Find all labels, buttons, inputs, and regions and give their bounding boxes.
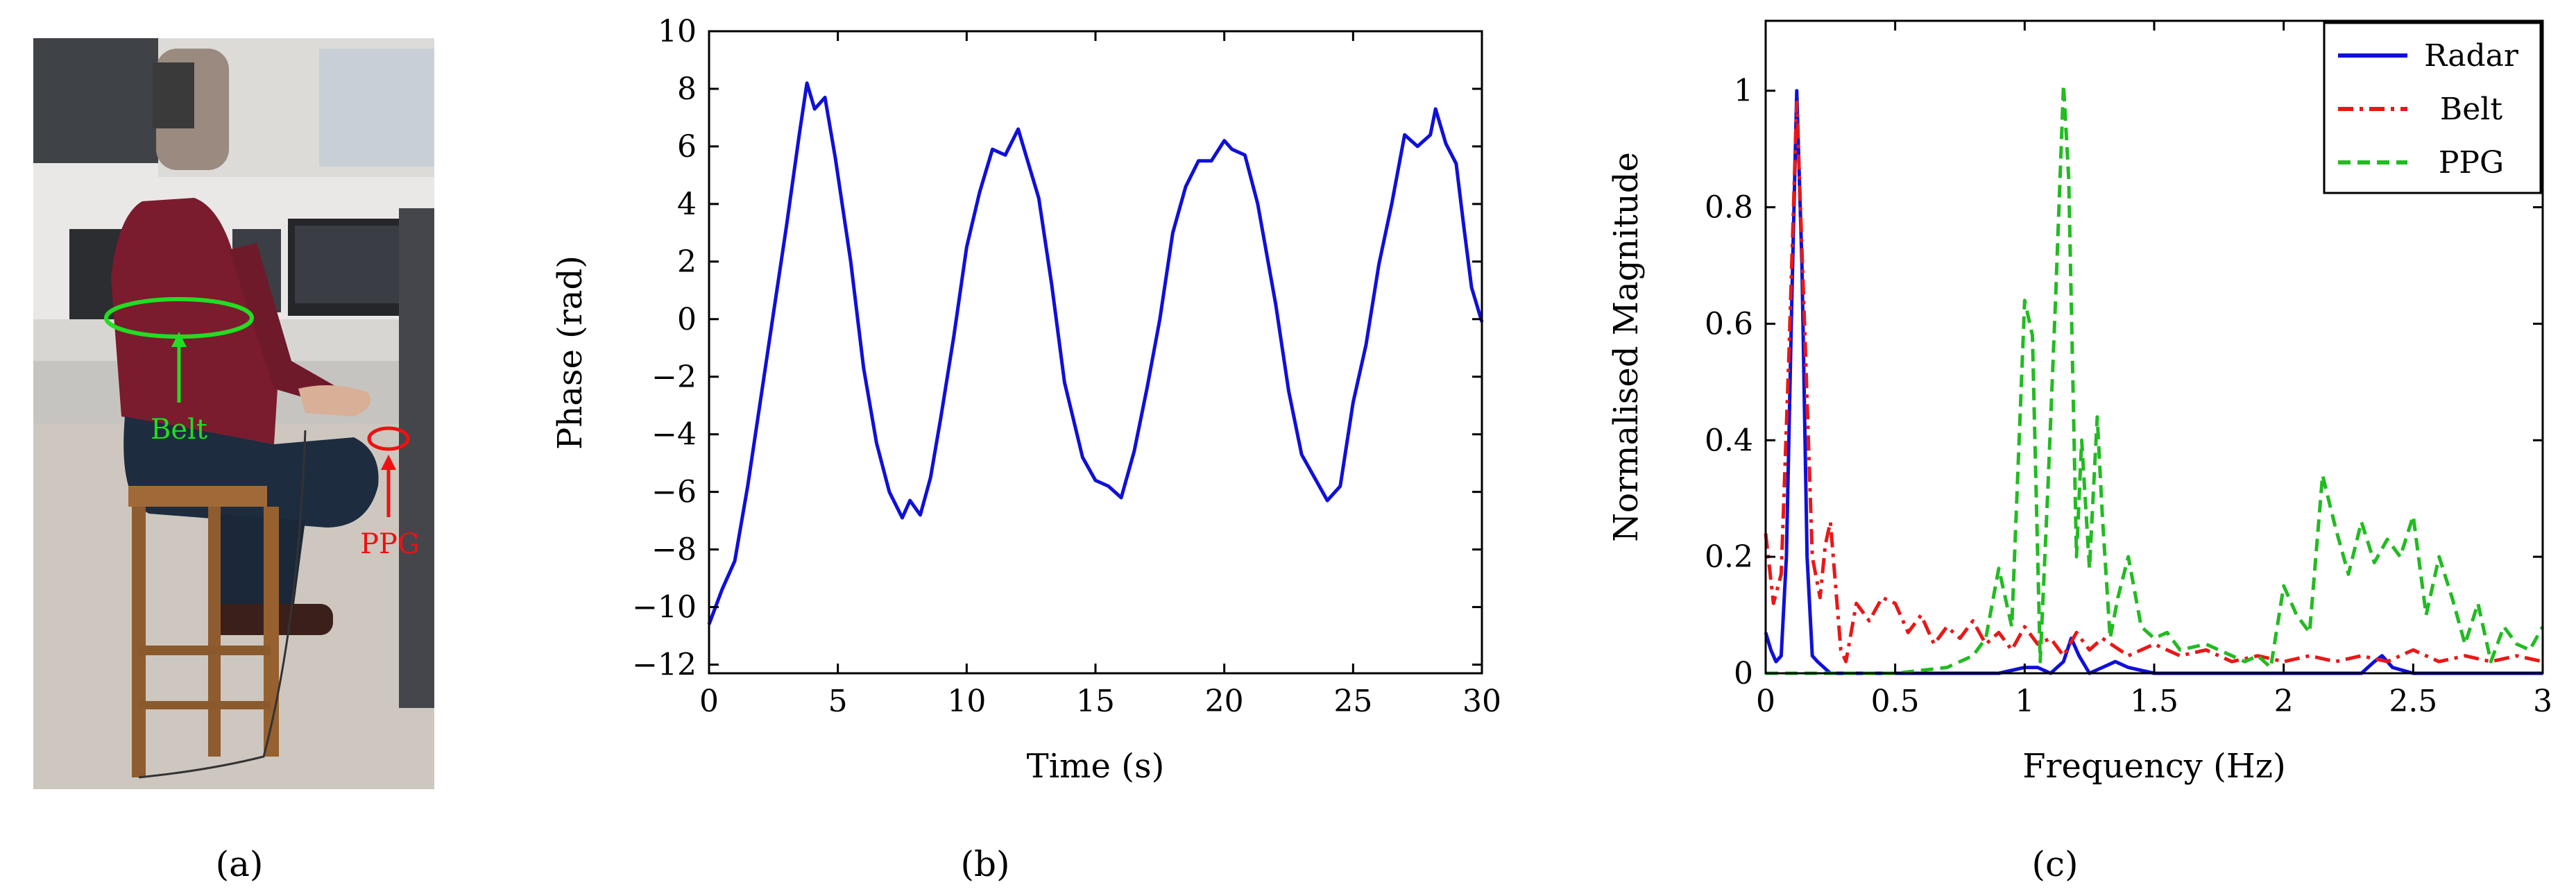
spectrum-ticks-group: 0 0.5 1 1.5 2 2.5 3 0 0.2 0.4 0.6 0.8 1 (1705, 21, 2552, 719)
legend-label-belt: Belt (2440, 92, 2502, 127)
photo-stool-leg-mid (208, 507, 221, 757)
ppg-arrow-head (381, 455, 396, 470)
phase-y-tick-label: −2 (651, 360, 697, 395)
spectrum-x-tick-label: 2 (2274, 684, 2294, 719)
ppg-label: PPG (360, 528, 420, 560)
photo-panel: Belt PPG (33, 38, 434, 789)
photo-shelving (33, 38, 158, 163)
phase-x-tick-label: 0 (699, 684, 719, 719)
photo-stool-rung-low (139, 701, 271, 709)
phase-plot-frame (708, 30, 1483, 675)
spectrum-x-tick-label: 1.5 (2130, 684, 2178, 719)
belt-label: Belt (151, 414, 207, 446)
photo-stool-rung (139, 646, 271, 655)
phase-x-axis-label: Time (s) (1027, 747, 1165, 786)
spectrum-y-tick-label: 0.8 (1705, 190, 1753, 226)
phase-x-tick-label: 10 (947, 684, 986, 719)
ppg-ellipse (367, 426, 410, 451)
phase-x-tick-label: 30 (1462, 684, 1501, 719)
phase-series-0-line (707, 81, 1484, 625)
spectrum-series-belt-line (1764, 101, 2543, 664)
phase-x-tick-label: 20 (1205, 684, 1244, 719)
phase-y-tick-label: −6 (651, 475, 697, 510)
belt-arrow-head (171, 332, 187, 347)
spectrum-x-tick-label: 1 (2015, 684, 2034, 719)
photo-window (319, 49, 434, 167)
photo-cabinet (399, 208, 434, 708)
photo-hair (153, 62, 194, 128)
photo-stool-seat (128, 486, 267, 507)
photo-stool-leg-left (132, 507, 146, 777)
spectrum-y-tick-label: 1 (1734, 74, 1753, 109)
spectrum-y-tick-label: 0.4 (1705, 423, 1753, 458)
phase-x-tick-label: 15 (1076, 684, 1115, 719)
phase-x-tick-label: 25 (1333, 684, 1372, 719)
panel-label-c: (c) (2031, 844, 2078, 884)
phase-y-tick-label: −12 (632, 648, 697, 683)
phase-y-tick-label: 6 (677, 129, 697, 165)
legend-label-ppg: PPG (2439, 145, 2504, 180)
photo-cable (138, 430, 307, 779)
spectrum-y-tick-label: 0 (1734, 656, 1753, 691)
photo-hand (298, 385, 371, 416)
phase-y-tick-label: −4 (651, 417, 697, 453)
spectrum-x-tick-label: 3 (2533, 684, 2552, 719)
legend-label-radar: Radar (2424, 38, 2519, 74)
spectrum-chart: 0 0.5 1 1.5 2 2.5 3 0 0.2 0.4 0.6 0.8 1 Frequency (H… (1607, 19, 2552, 786)
spectrum-x-axis-label: Frequency (Hz) (2022, 747, 2285, 786)
phase-x-tick-label: 5 (828, 684, 848, 719)
photo-torso (111, 198, 278, 444)
spectrum-legend: Radar Belt PPG (2323, 22, 2542, 194)
phase-y-tick-label: 8 (677, 71, 697, 107)
spectrum-x-tick-label: 2.5 (2389, 684, 2437, 719)
photo-arm (229, 243, 340, 406)
spectrum-plot-frame (1764, 19, 2544, 675)
panel-label-a: (a) (216, 844, 264, 884)
phase-chart: 0 5 10 15 20 25 30 −12 −10 −8 −6 −4 −2 0 2 4 6 8 10 Time (… (551, 14, 1501, 786)
phase-y-tick-label: 0 (677, 302, 697, 337)
spectrum-y-axis-label: Normalised Magnitude (1607, 152, 1646, 542)
panel-label-b: (b) (960, 844, 1009, 884)
photo-lower-leg (208, 514, 305, 625)
phase-y-tick-label: −8 (651, 532, 697, 568)
spectrum-x-tick-label: 0 (1756, 684, 1775, 719)
spectrum-y-tick-label: 0.6 (1705, 306, 1753, 341)
phase-series-group (707, 81, 1484, 625)
spectrum-series-ppg-line (1766, 83, 2545, 675)
photo-stool-leg-right (264, 507, 279, 757)
spectrum-y-tick-label: 0.2 (1705, 539, 1753, 575)
phase-y-axis-label: Phase (rad) (551, 255, 590, 450)
phase-y-tick-label: 10 (658, 14, 697, 49)
spectrum-x-tick-label: 0.5 (1871, 684, 1920, 719)
phase-ticks-group: 0 5 10 15 20 25 30 −12 −10 −8 −6 −4 −2 0 2 4 6 8 10 (632, 14, 1501, 719)
phase-y-tick-label: 4 (677, 187, 697, 222)
phase-y-tick-label: 2 (677, 244, 697, 280)
phase-y-tick-label: −10 (632, 590, 697, 625)
